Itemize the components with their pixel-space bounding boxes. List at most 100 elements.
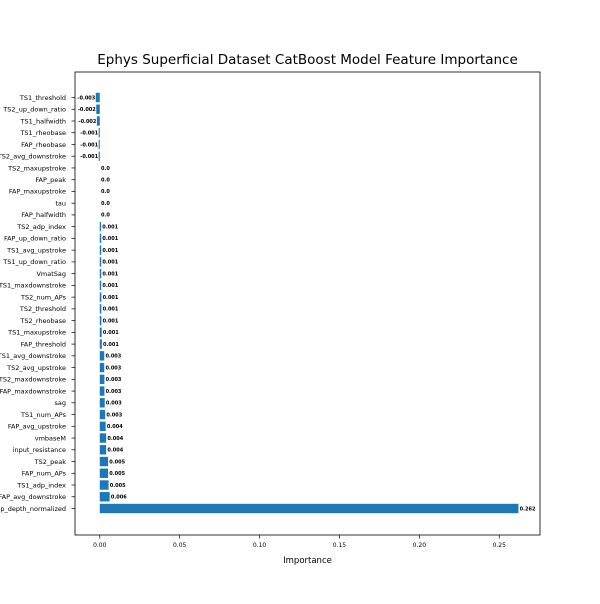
bar-ts2-adp-index [99,221,102,232]
y-category-label: TS2_maxupstroke [7,164,66,172]
plot-frame [74,71,541,536]
x-tick-label: 0.15 [333,542,347,549]
y-category-label: sweep_depth_normalized [0,505,66,513]
data-label: 0.001 [103,330,119,336]
bar-fap-rheobase [98,139,100,150]
y-category-labels: TS1_threshold TS2_up_down_ratio TS1_halfwi… [0,94,75,513]
data-label: 0.001 [102,260,118,266]
data-label: 0.001 [102,224,118,230]
data-label: 0.0 [101,166,110,172]
bar-ts2-up-down-ratio [96,104,100,114]
data-label: 0.0 [101,189,110,195]
data-label: 0.004 [107,424,123,430]
y-category-label: FAP_avg_downstroke [0,493,66,501]
y-category-label: TS2_rheobase [19,317,66,325]
bar-ts2-peak [99,456,109,467]
data-label: 0.001 [103,307,119,313]
bar-ts2-avg-downstroke [98,151,100,161]
y-category-label: FAP_rheobase [21,141,66,149]
y-category-label: TS2_avg_downstroke [0,153,66,161]
bar-vmbasem [99,433,107,443]
bar-ts1-up-down-ratio [99,257,102,267]
y-category-label: tau [55,199,66,207]
y-category-label: TS2_peak [34,458,67,466]
y-category-label: TS2_adp_index [16,223,66,231]
y-category-label: TS1_adp_index [16,481,66,489]
bar-ts1-maxdownstroke [99,280,102,291]
y-category-label: TS2_threshold [19,305,66,313]
data-label: 0.003 [106,389,122,395]
y-category-label: VmatSag [36,270,66,278]
data-label: 0.001 [103,342,119,348]
data-label: 0.001 [102,271,118,277]
data-label: 0.005 [109,471,125,477]
y-category-label: TS1_rheobase [19,129,66,137]
data-label: 0.001 [103,295,119,301]
y-category-label: FAP_halfwidth [21,211,66,219]
bar-ts1-avg-upstroke [99,245,102,255]
data-label: 0.001 [102,248,118,254]
y-category-label: TS1_num_APs [20,411,67,419]
x-tick-label: 0.00 [93,542,107,549]
y-category-label: TS1_up_down_ratio [2,258,66,266]
data-label: 0.003 [105,354,121,360]
bar-ts1-num-aps [99,409,106,420]
bars-layer [95,92,519,514]
data-label: 0.004 [107,436,123,442]
y-category-label: TS1_avg_upstroke [6,246,66,254]
bar-fap-up-down-ratio [99,233,102,244]
y-category-label: TS2_num_APs [20,293,67,301]
y-category-label: TS1_avg_downstroke [0,352,66,360]
data-label: 0.006 [111,495,127,501]
y-category-label: vmbaseM [35,434,66,442]
bar-fap-threshold [99,339,102,349]
x-tick-label: 0.10 [253,542,267,549]
data-label: 0.005 [109,459,125,465]
bar-fap-avg-upstroke [99,421,106,431]
bar-input-resistance [99,445,107,455]
data-label: 0.005 [110,483,126,489]
bar-vmatsag [99,268,102,279]
data-label: 0.262 [520,506,536,512]
bar-fap-avg-downstroke [99,492,110,502]
data-label: 0.0 [101,178,110,184]
y-category-label: sag [55,399,67,407]
data-label: -0.001 [80,142,98,148]
y-category-label: FAP_maxupstroke [9,188,66,196]
bar-ts1-maxupstroke [99,327,102,338]
y-category-label: TS1_threshold [19,94,66,102]
bar-ts1-avg-downstroke [99,351,105,361]
bar-ts1-halfwidth [96,116,100,126]
data-label: -0.002 [78,107,96,113]
y-category-label: TS2_maxdownstroke [0,376,66,384]
chart-title: Ephys Superficial Dataset CatBoost Model… [97,52,518,68]
y-category-label: TS1_halfwidth [20,117,66,125]
x-tick-label: 0.20 [413,542,427,549]
y-category-label: FAP_peak [35,176,66,184]
bar-ts1-adp-index [99,480,109,490]
data-label: 0.004 [107,448,123,454]
bar-ts2-threshold [99,304,102,314]
y-category-label: TS2_up_down_ratio [2,106,66,114]
y-category-label: FAP_maxdownstroke [0,387,66,395]
x-axis-ticks: 0.00 0.05 0.10 0.15 0.20 0.25 [93,535,506,549]
x-tick-label: 0.25 [493,542,507,549]
data-label: 0.001 [103,318,119,324]
bar-ts2-num-aps [99,292,102,302]
data-label: -0.001 [80,131,98,137]
data-label: 0.0 [101,201,110,207]
bar-fap-num-aps [99,468,109,478]
data-label: -0.002 [79,119,97,125]
y-category-label: TS2_avg_upstroke [6,364,66,372]
data-label: 0.003 [106,401,122,407]
x-tick-label: 0.05 [173,542,187,549]
data-label: 0.003 [106,412,122,418]
x-axis-title: Importance [283,556,332,566]
data-label: 0.003 [105,365,121,371]
data-label: -0.001 [80,154,98,160]
y-category-label: FAP_avg_upstroke [8,423,66,431]
bar-ts1-rheobase [98,128,100,138]
data-label: 0.001 [102,283,118,289]
